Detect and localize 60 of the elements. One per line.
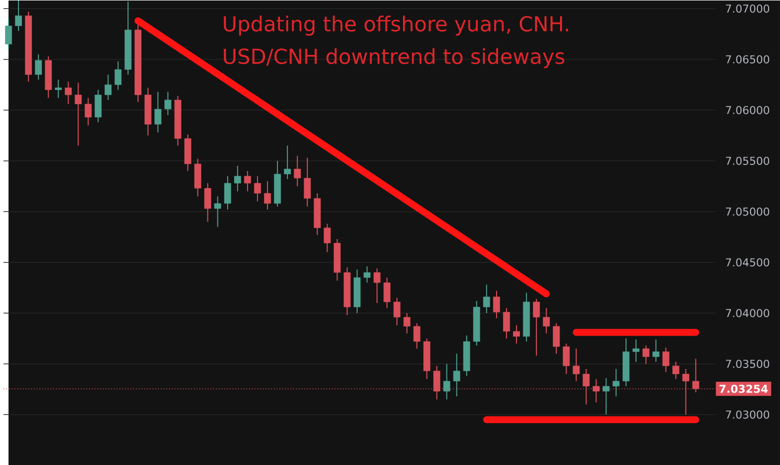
candlestick <box>542 307 550 334</box>
text: Updating the offshore yuan, CNH. <box>224 15 568 36</box>
y-tick-label: 7.05000 <box>726 207 770 216</box>
candlestick <box>384 276 390 308</box>
candlestick <box>642 344 650 364</box>
candlestick <box>34 54 42 80</box>
candlestick <box>612 368 620 397</box>
candlestick <box>214 196 222 228</box>
y-tick-label: 7.03000 <box>726 410 770 419</box>
candlestick <box>154 91 162 133</box>
candlestick <box>552 322 560 354</box>
y-tick-label: 7.04000 <box>726 308 770 318</box>
y-tick-label: 7.05500 <box>726 156 770 165</box>
candlestick <box>413 322 420 349</box>
candlestick <box>304 157 311 207</box>
candlestick <box>264 180 271 210</box>
candlestick <box>15 0 22 32</box>
candlestick <box>602 377 610 415</box>
candlestick <box>244 170 251 192</box>
candlestick <box>324 223 331 253</box>
text: USD/CNH downtrend to sideways <box>224 48 564 68</box>
candlestick <box>503 307 510 339</box>
candlestick <box>294 155 301 187</box>
candlestick <box>74 82 82 146</box>
candlestick <box>453 353 460 397</box>
candlestick <box>204 182 212 222</box>
candlestick <box>562 342 570 374</box>
candlestick <box>104 74 112 100</box>
candlestick <box>254 175 261 202</box>
candlestick <box>403 312 410 334</box>
candlestick <box>224 175 232 210</box>
candlestick <box>54 78 62 98</box>
candlestick <box>672 361 680 380</box>
candlestick <box>374 268 380 304</box>
candlestick <box>443 363 450 400</box>
candlestick <box>394 297 400 326</box>
candlestick <box>164 91 172 116</box>
candlestick <box>64 81 72 104</box>
candlestick <box>532 298 540 356</box>
candlestick <box>493 290 500 318</box>
candlestick <box>513 324 520 344</box>
candlestick <box>364 266 371 283</box>
candlestick <box>94 89 102 123</box>
candlestick <box>284 144 291 180</box>
candlestick <box>632 338 640 362</box>
candlestick <box>114 60 122 90</box>
y-tick-label: 7.06000 <box>726 106 770 114</box>
y-tick-label: 7.07000 <box>726 4 770 13</box>
candlestick <box>84 97 92 126</box>
y-tick-label: 7.06500 <box>726 55 770 64</box>
ref-line-label: 7.03254 <box>720 384 768 393</box>
y-tick-label: 7.04500 <box>726 258 770 266</box>
candlestick <box>483 284 490 314</box>
candlestick <box>5 18 12 50</box>
candlestick <box>572 348 580 382</box>
candlestick <box>652 338 660 362</box>
candlestick <box>662 346 670 372</box>
candlestick <box>234 165 242 192</box>
y-tick-label: 7.03500 <box>726 360 770 368</box>
candlestick <box>582 368 590 405</box>
